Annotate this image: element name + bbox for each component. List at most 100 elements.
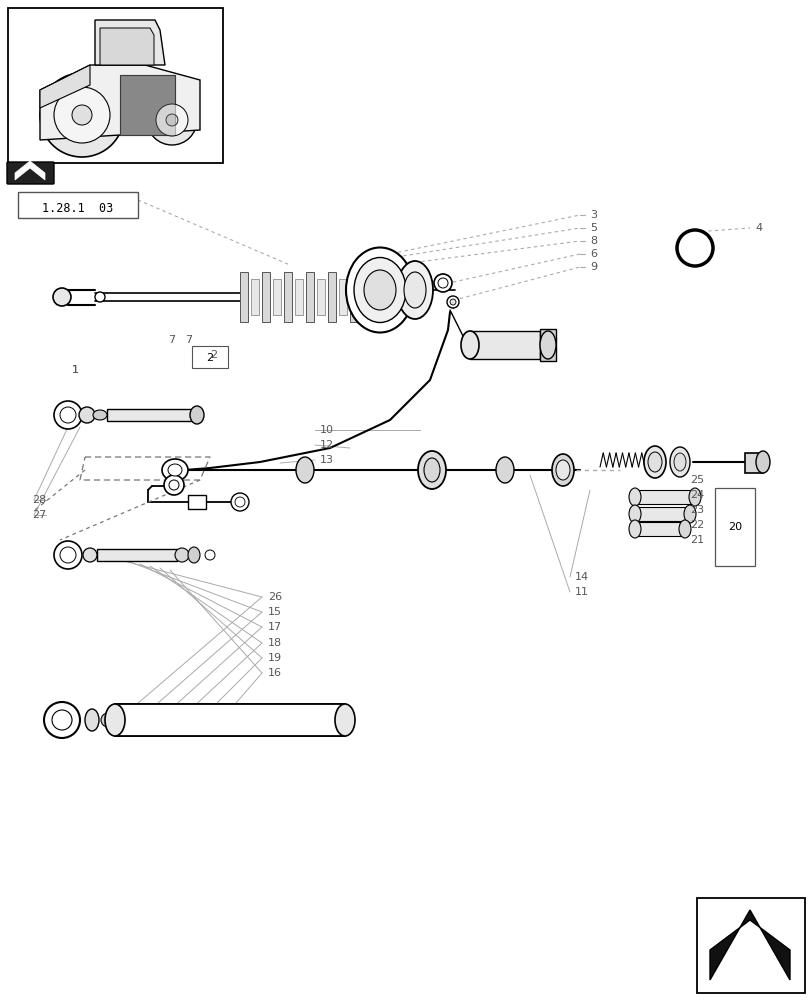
Bar [294,279,303,315]
Bar [328,272,336,322]
Ellipse shape [673,453,685,471]
Ellipse shape [230,493,249,511]
Text: 28: 28 [32,495,46,505]
Bar [8,8,223,163]
Ellipse shape [629,505,640,523]
Text: 3: 3 [590,210,596,220]
Ellipse shape [188,547,200,563]
Ellipse shape [190,406,204,424]
Bar [744,453,762,473]
Text: 20: 20 [727,522,741,532]
Ellipse shape [423,458,440,482]
Circle shape [101,713,115,727]
Bar [18,192,138,218]
Ellipse shape [629,488,640,506]
Ellipse shape [397,261,432,319]
Text: 13: 13 [320,455,333,465]
Ellipse shape [363,270,396,310]
Ellipse shape [678,520,690,538]
Ellipse shape [162,459,188,481]
Circle shape [44,702,80,738]
Circle shape [60,547,76,563]
Bar [338,279,346,315]
Ellipse shape [404,272,426,308]
Circle shape [433,274,452,292]
Bar [191,346,228,368]
Bar [634,522,684,536]
Ellipse shape [345,247,414,332]
Text: 27: 27 [32,510,46,520]
Bar [120,75,175,135]
Ellipse shape [418,451,445,489]
Bar [284,272,292,322]
Circle shape [165,114,178,126]
Text: 1: 1 [72,365,79,375]
Bar [696,898,804,993]
Bar [470,331,539,359]
Ellipse shape [689,488,700,506]
Ellipse shape [755,451,769,473]
Bar [634,490,694,504]
Ellipse shape [643,446,665,478]
Circle shape [676,230,712,266]
Ellipse shape [683,505,695,523]
Circle shape [72,105,92,125]
Text: 17: 17 [268,622,281,632]
Circle shape [54,401,82,429]
Ellipse shape [335,704,354,736]
Circle shape [40,73,124,157]
Text: 14: 14 [574,572,589,582]
Bar [714,488,754,566]
Bar [262,272,270,322]
Text: 7: 7 [185,335,192,345]
Ellipse shape [556,460,569,480]
Polygon shape [40,65,90,108]
Ellipse shape [105,704,125,736]
Circle shape [204,550,215,560]
Bar [115,704,345,736]
Bar [316,279,324,315]
Polygon shape [15,161,45,180]
Text: 25: 25 [689,475,703,485]
Text: 6: 6 [590,249,596,259]
Circle shape [60,407,76,423]
Ellipse shape [496,457,513,483]
Text: 22: 22 [689,520,703,530]
Circle shape [147,95,197,145]
Ellipse shape [461,331,478,359]
Ellipse shape [539,331,556,359]
Circle shape [449,299,456,305]
Bar [350,272,358,322]
Bar [634,507,689,521]
Text: 4: 4 [754,223,762,233]
Bar [188,495,206,509]
Bar [251,279,259,315]
Circle shape [156,104,188,136]
Bar [306,272,314,322]
Text: 5: 5 [590,223,596,233]
Ellipse shape [669,447,689,477]
Ellipse shape [164,475,184,495]
Text: 2: 2 [206,353,213,363]
Ellipse shape [234,497,245,507]
FancyBboxPatch shape [7,162,54,184]
Ellipse shape [629,520,640,538]
Text: 1.28.1  03: 1.28.1 03 [42,202,114,215]
Text: 11: 11 [574,587,588,597]
Text: 7: 7 [168,335,175,345]
Text: 2: 2 [210,350,217,360]
Text: 8: 8 [590,236,596,246]
Text: 24: 24 [689,490,703,500]
Ellipse shape [53,288,71,306]
Text: 19: 19 [268,653,281,663]
Bar [272,279,281,315]
Ellipse shape [85,709,99,731]
Ellipse shape [551,454,573,486]
Bar [120,75,175,135]
Text: 21: 21 [689,535,703,545]
Bar [240,272,247,322]
Text: 1: 1 [72,365,79,375]
Text: 16: 16 [268,668,281,678]
Ellipse shape [169,480,178,490]
Ellipse shape [93,410,107,420]
